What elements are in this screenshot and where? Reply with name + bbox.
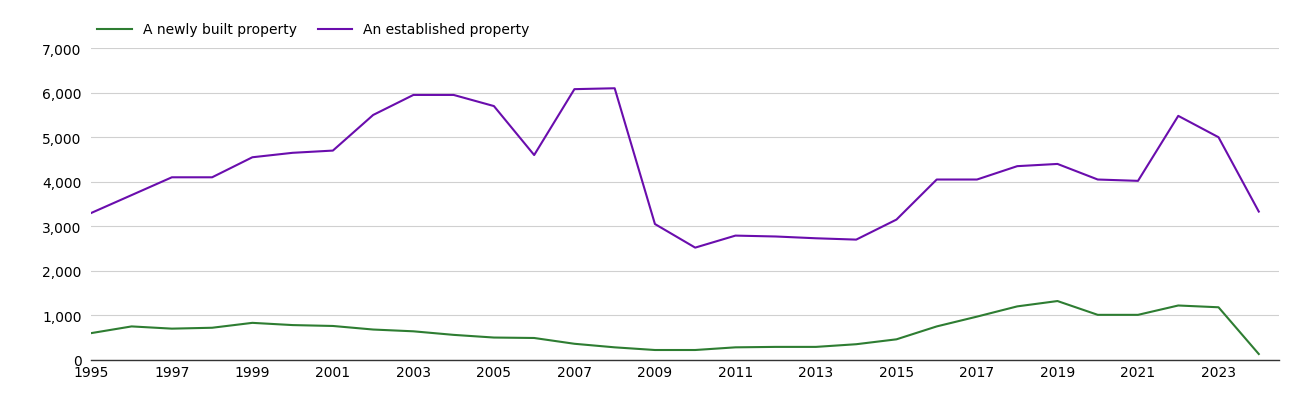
Legend: A newly built property, An established property: A newly built property, An established p… xyxy=(91,18,535,43)
